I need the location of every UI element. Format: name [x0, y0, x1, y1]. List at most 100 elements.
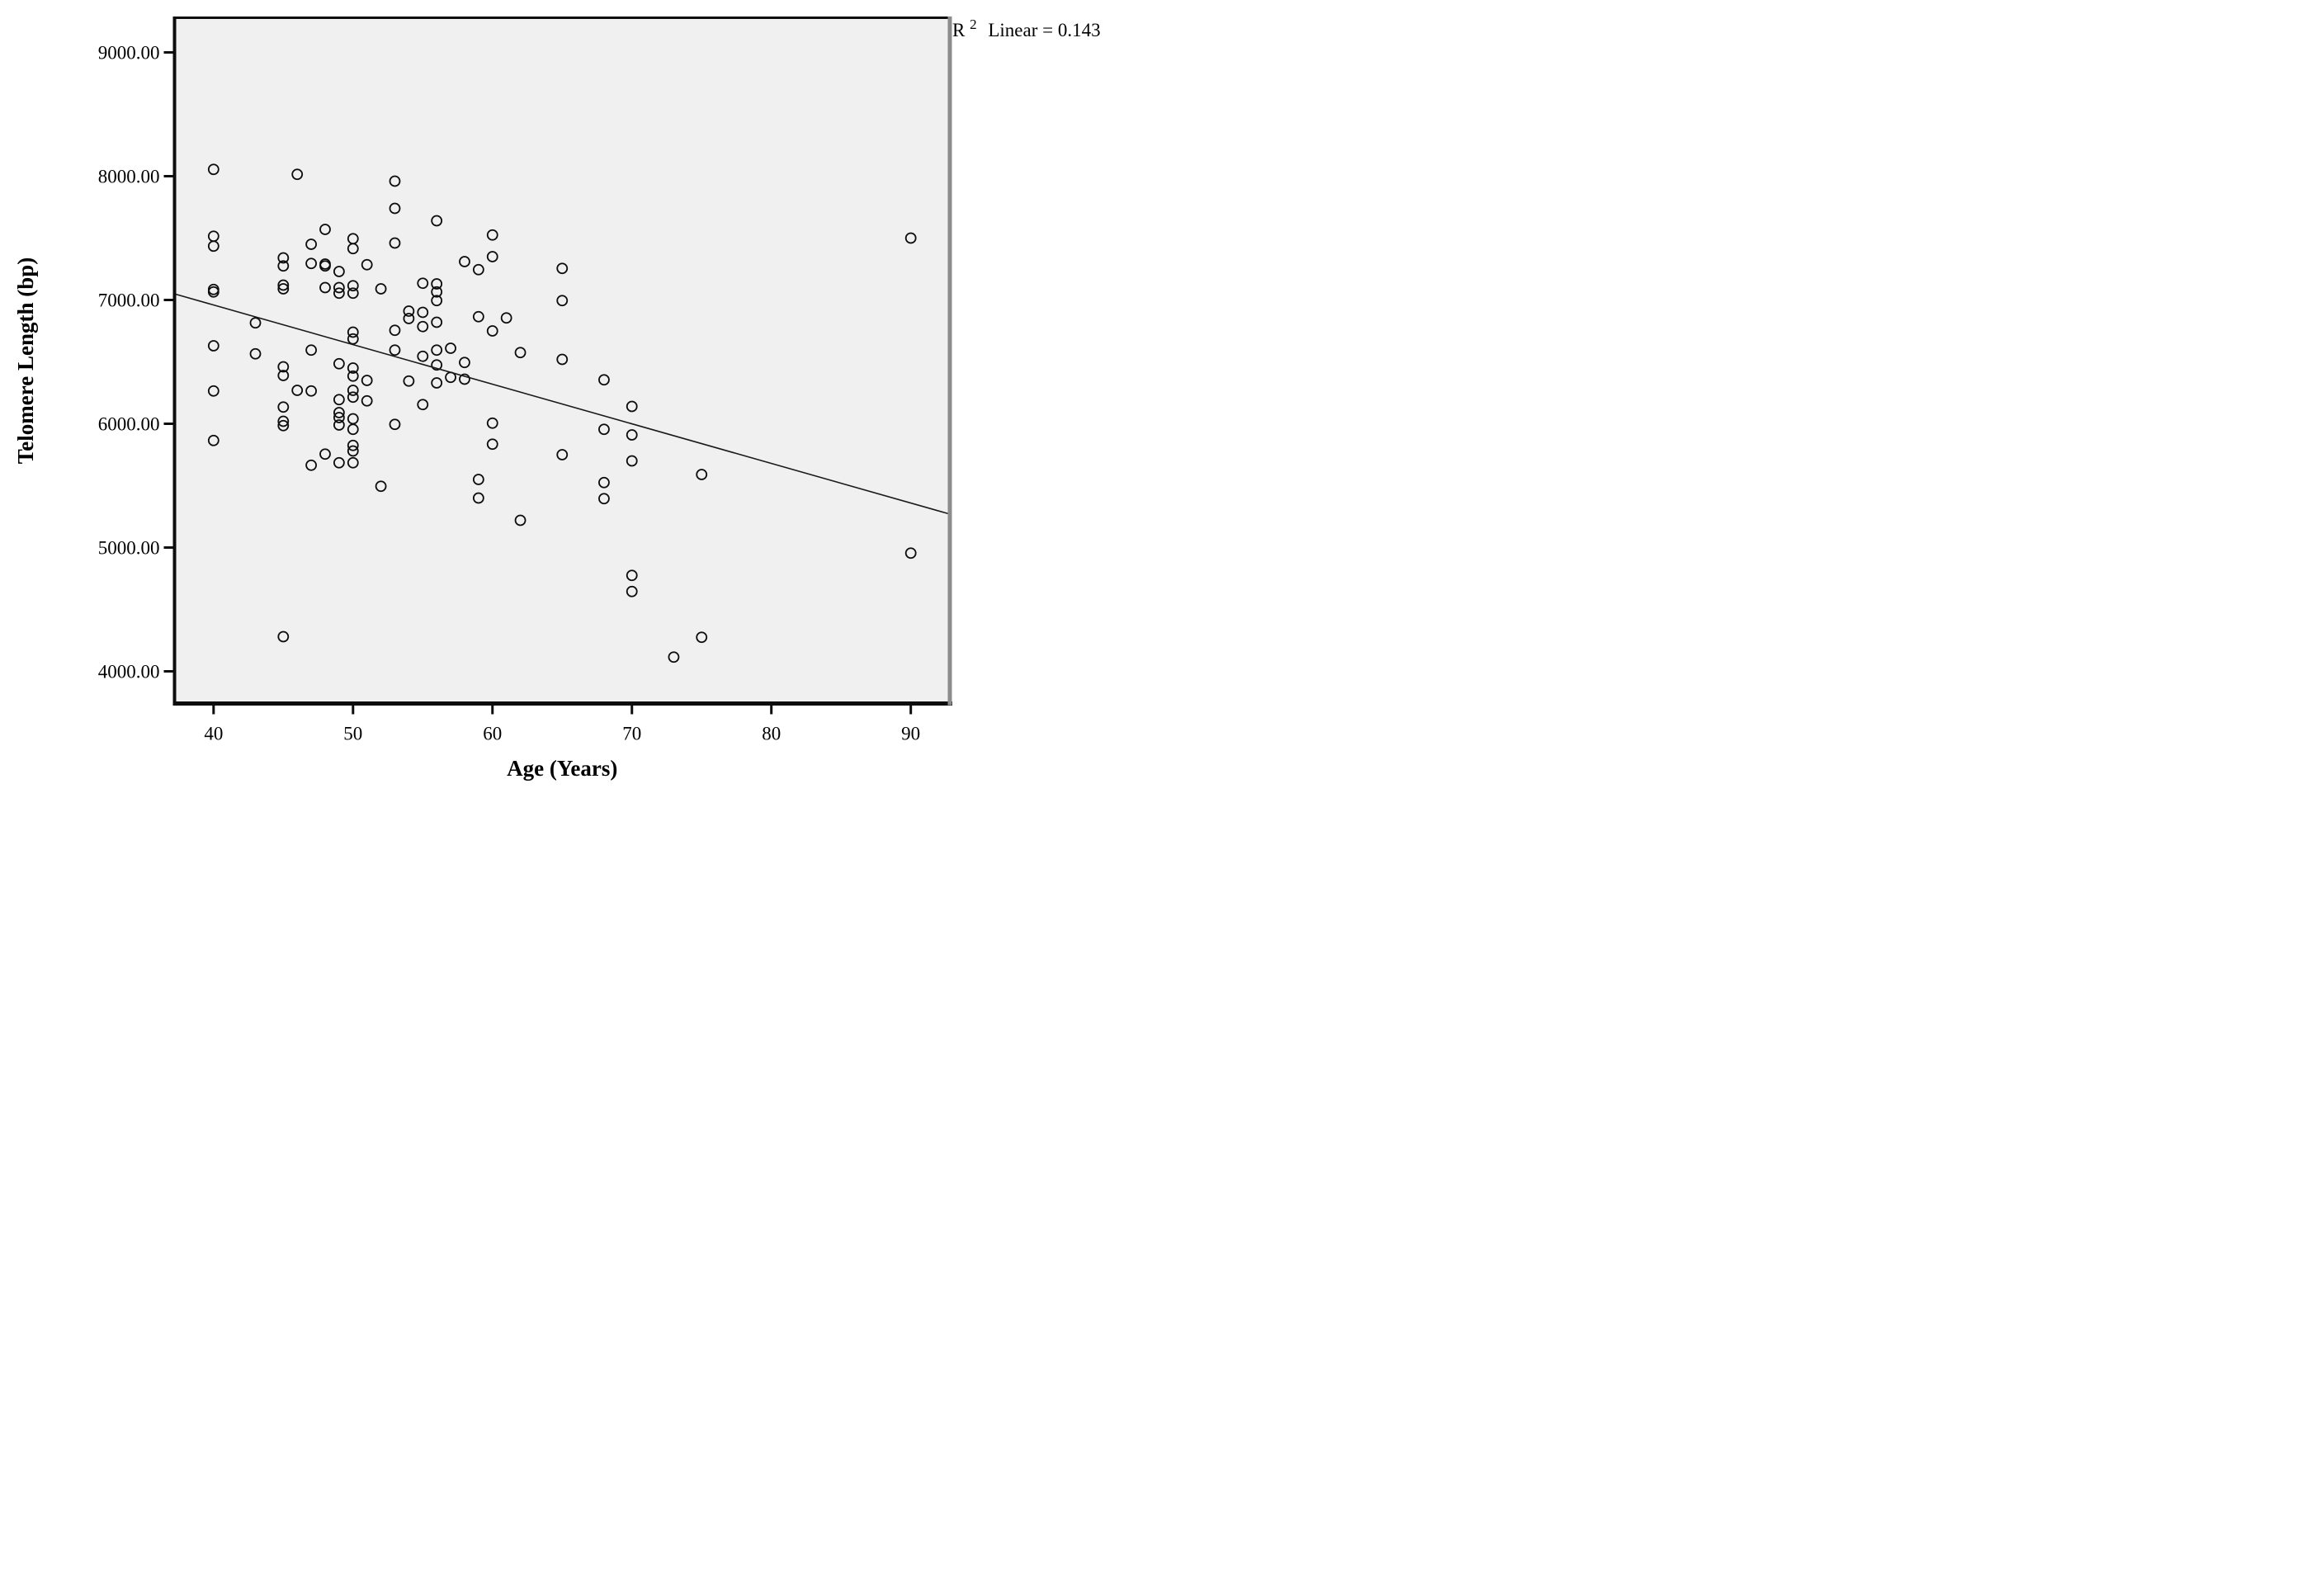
data-point [431, 359, 443, 371]
data-point [389, 344, 401, 357]
data-point [389, 324, 401, 337]
data-point [207, 286, 220, 298]
data-point [375, 480, 387, 493]
data-point [347, 370, 359, 382]
data-point [486, 438, 498, 451]
data-point [459, 357, 470, 369]
x-tick-label: 70 [622, 724, 641, 744]
data-point [347, 385, 359, 396]
data-point [347, 333, 359, 345]
plot-frame [172, 17, 952, 706]
data-point [417, 277, 429, 290]
r2-base: R [952, 20, 966, 40]
data-point [486, 325, 498, 337]
r-squared-annotation: R 2 Linear = 0.143 [952, 12, 1101, 40]
data-point [361, 258, 373, 271]
y-tick-label: 5000.00 [98, 538, 160, 559]
data-point [472, 474, 484, 485]
data-point [333, 412, 345, 423]
data-point [514, 514, 526, 526]
data-point [403, 313, 415, 324]
data-point [389, 237, 401, 249]
data-point [347, 423, 359, 436]
data-point [319, 224, 331, 235]
data-point [347, 280, 359, 292]
data-point [556, 449, 569, 460]
data-point [431, 344, 443, 357]
data-point [598, 476, 610, 489]
data-points [207, 163, 917, 663]
data-point [347, 439, 359, 451]
x-tick-label: 40 [204, 724, 223, 744]
data-point [207, 385, 220, 397]
r2-superscript: 2 [970, 17, 977, 32]
data-point [556, 353, 569, 366]
data-point [403, 375, 415, 387]
data-point [361, 394, 373, 407]
data-point [486, 417, 498, 429]
data-point [207, 240, 220, 253]
data-point [277, 260, 290, 272]
plot-area [174, 17, 950, 704]
data-point [347, 391, 359, 404]
data-point [291, 385, 304, 396]
data-point [417, 350, 429, 362]
data-point [431, 377, 443, 389]
data-point [305, 459, 317, 471]
data-point [417, 320, 429, 333]
data-point [249, 317, 262, 329]
x-tick-label: 60 [483, 724, 502, 744]
data-point [486, 251, 498, 262]
data-point [598, 423, 610, 436]
r2-rest: Linear = 0.143 [988, 20, 1100, 40]
x-axis-title: Age (Years) [507, 756, 617, 781]
data-point [347, 362, 359, 374]
data-point [305, 238, 317, 250]
y-tick-label: 7000.00 [98, 290, 160, 311]
data-point [277, 630, 290, 643]
data-point [333, 357, 345, 370]
y-tick-label: 9000.00 [98, 43, 160, 64]
data-point [389, 418, 401, 431]
data-point [696, 631, 708, 644]
y-axis-title: Telomere Length (bp) [13, 257, 38, 465]
data-point [277, 370, 290, 381]
data-point [598, 493, 610, 505]
data-point [431, 278, 443, 290]
data-point [486, 229, 498, 241]
x-tick-label: 50 [343, 724, 362, 744]
data-point [319, 281, 331, 294]
data-point [668, 651, 680, 663]
data-point [626, 569, 638, 582]
data-point [556, 262, 569, 275]
data-point [347, 456, 359, 469]
y-tick-label: 6000.00 [98, 414, 160, 435]
data-point [904, 232, 917, 244]
data-point [472, 263, 484, 276]
data-point [445, 342, 456, 354]
x-tick-label: 80 [762, 724, 781, 744]
data-point [277, 279, 290, 291]
data-point [333, 287, 345, 300]
data-point [904, 547, 917, 560]
data-point [431, 286, 443, 298]
data-point [305, 344, 317, 357]
data-point [347, 243, 359, 255]
data-point [347, 287, 359, 300]
data-point [626, 455, 638, 467]
data-point [277, 283, 290, 295]
x-axis-ticks: 40 50 60 70 80 90 [204, 703, 920, 744]
data-point [333, 394, 345, 406]
data-point [389, 175, 401, 187]
data-point [277, 361, 290, 373]
data-point [417, 306, 429, 319]
data-point [277, 252, 290, 264]
data-point [347, 326, 359, 338]
data-point [500, 312, 512, 324]
data-point [305, 385, 317, 397]
data-point [626, 429, 638, 441]
data-point [472, 310, 484, 323]
data-point [207, 340, 220, 352]
chart-canvas: 4000.00 5000.00 6000.00 7000.00 8000.00 9000.… [0, 0, 1154, 798]
data-point [333, 456, 345, 469]
